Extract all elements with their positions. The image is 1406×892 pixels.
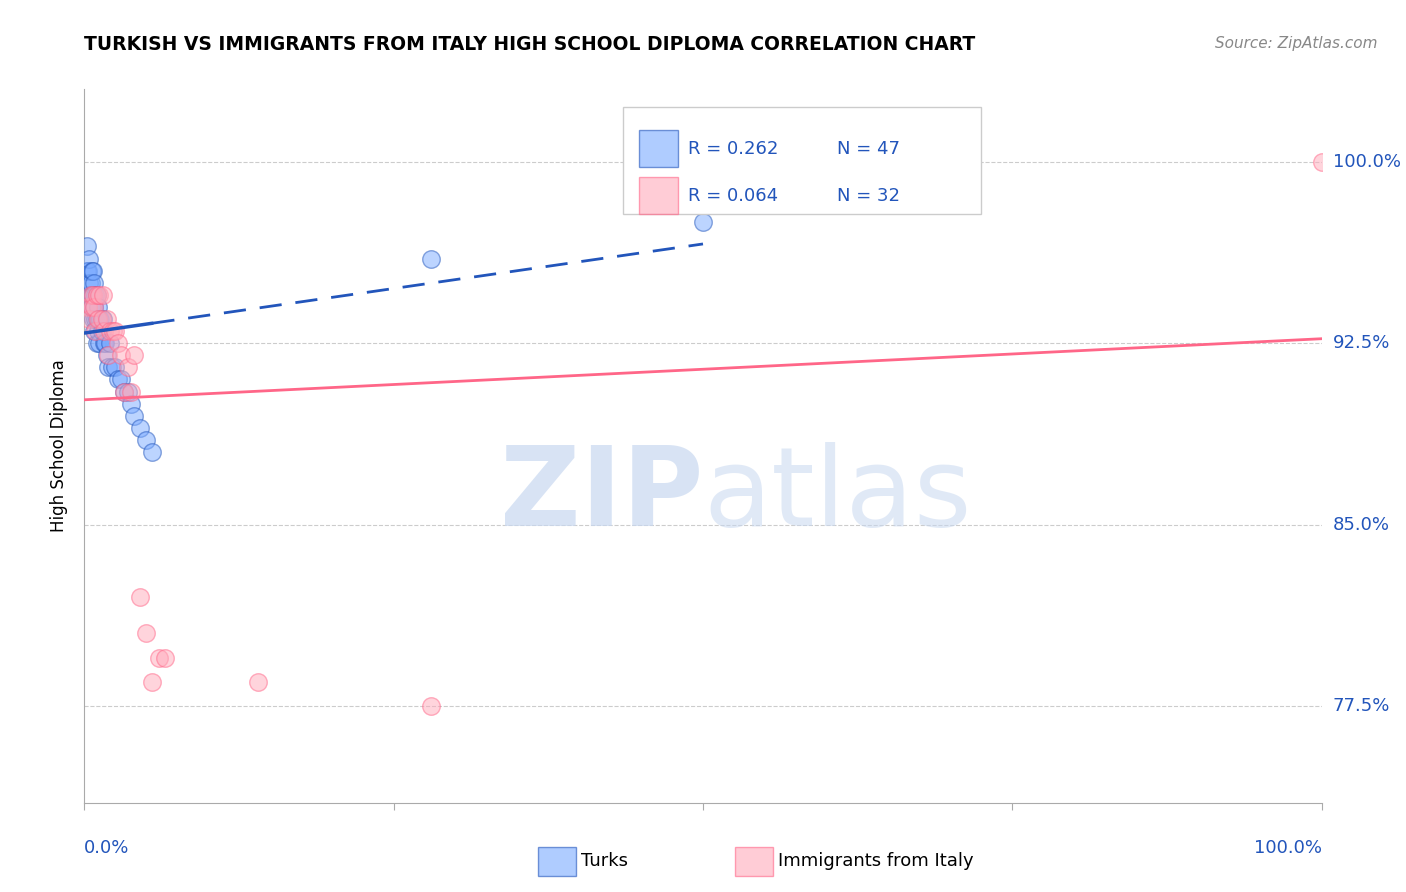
- Point: [91, 312, 114, 326]
- Point: [93, 324, 115, 338]
- Point: [110, 372, 132, 386]
- Point: [89, 312, 111, 326]
- Point: [86, 336, 108, 351]
- Point: [89, 336, 111, 351]
- Point: [419, 252, 441, 266]
- Point: [692, 215, 714, 229]
- Point: [246, 674, 269, 689]
- Point: [84, 288, 107, 302]
- Point: [79, 300, 101, 314]
- Point: [98, 324, 121, 338]
- Point: [76, 263, 98, 277]
- Point: [79, 276, 101, 290]
- Point: [79, 252, 101, 266]
- Point: [80, 263, 103, 277]
- Point: [86, 288, 108, 302]
- Point: [112, 384, 135, 399]
- Point: [79, 288, 101, 302]
- Point: [77, 263, 100, 277]
- Point: [1310, 154, 1333, 169]
- Point: [117, 384, 139, 399]
- Text: R = 0.262: R = 0.262: [688, 139, 779, 158]
- Point: [87, 312, 110, 326]
- Point: [83, 300, 105, 314]
- Text: atlas: atlas: [703, 442, 972, 549]
- Point: [82, 288, 104, 302]
- FancyBboxPatch shape: [623, 107, 981, 214]
- Text: N = 32: N = 32: [837, 186, 900, 204]
- FancyBboxPatch shape: [638, 130, 678, 167]
- Point: [96, 348, 118, 362]
- Text: Immigrants from Italy: Immigrants from Italy: [778, 852, 973, 870]
- Text: Source: ZipAtlas.com: Source: ZipAtlas.com: [1215, 36, 1378, 51]
- Point: [120, 384, 142, 399]
- Text: R = 0.064: R = 0.064: [688, 186, 779, 204]
- Point: [120, 397, 142, 411]
- Text: 0.0%: 0.0%: [84, 838, 129, 856]
- Point: [76, 239, 98, 253]
- Text: 100.0%: 100.0%: [1333, 153, 1400, 170]
- Text: 77.5%: 77.5%: [1333, 697, 1391, 715]
- Text: ZIP: ZIP: [499, 442, 703, 549]
- Point: [82, 263, 104, 277]
- Point: [86, 288, 108, 302]
- Point: [122, 348, 145, 362]
- Point: [135, 626, 157, 640]
- Point: [110, 348, 132, 362]
- Point: [135, 433, 157, 447]
- Point: [129, 421, 152, 435]
- Point: [77, 288, 100, 302]
- Point: [94, 336, 117, 351]
- Point: [153, 650, 176, 665]
- Point: [84, 324, 107, 338]
- Point: [87, 300, 110, 314]
- Point: [97, 360, 120, 375]
- Point: [82, 312, 104, 326]
- Point: [104, 360, 127, 375]
- Point: [79, 276, 101, 290]
- Point: [141, 445, 163, 459]
- Point: [83, 276, 105, 290]
- Y-axis label: High School Diploma: High School Diploma: [51, 359, 69, 533]
- Point: [117, 360, 139, 375]
- Point: [93, 336, 115, 351]
- Point: [91, 288, 114, 302]
- Point: [80, 300, 103, 314]
- Text: 85.0%: 85.0%: [1333, 516, 1389, 533]
- Point: [90, 324, 112, 338]
- Point: [82, 288, 104, 302]
- Point: [80, 288, 103, 302]
- Point: [77, 300, 100, 314]
- Point: [104, 324, 127, 338]
- Text: Turks: Turks: [581, 852, 627, 870]
- Point: [419, 699, 441, 714]
- Point: [90, 312, 112, 326]
- Point: [87, 324, 110, 338]
- Text: N = 47: N = 47: [837, 139, 900, 158]
- Point: [89, 312, 111, 326]
- Point: [98, 336, 121, 351]
- Point: [877, 191, 900, 205]
- Point: [107, 372, 129, 386]
- FancyBboxPatch shape: [638, 177, 678, 214]
- Point: [89, 288, 111, 302]
- Text: 92.5%: 92.5%: [1333, 334, 1391, 352]
- Text: 100.0%: 100.0%: [1254, 838, 1322, 856]
- Point: [86, 312, 108, 326]
- Text: TURKISH VS IMMIGRANTS FROM ITALY HIGH SCHOOL DIPLOMA CORRELATION CHART: TURKISH VS IMMIGRANTS FROM ITALY HIGH SC…: [84, 35, 976, 54]
- Point: [79, 312, 101, 326]
- Point: [96, 312, 118, 326]
- Point: [141, 674, 163, 689]
- Point: [100, 360, 122, 375]
- Point: [107, 336, 129, 351]
- Point: [129, 590, 152, 604]
- Point: [101, 324, 124, 338]
- Point: [83, 300, 105, 314]
- Point: [97, 348, 120, 362]
- Point: [122, 409, 145, 423]
- Point: [84, 312, 107, 326]
- Point: [112, 384, 135, 399]
- Point: [83, 324, 105, 338]
- Point: [148, 650, 170, 665]
